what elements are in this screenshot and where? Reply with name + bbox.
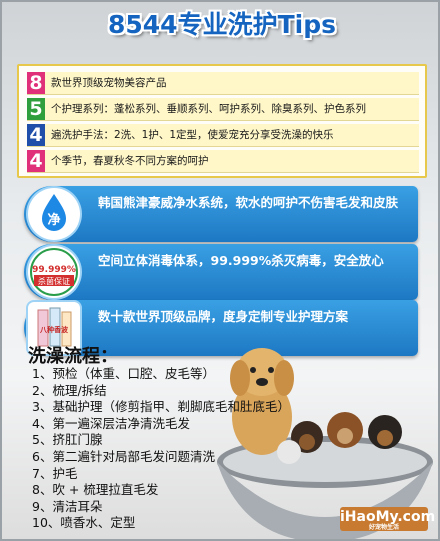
feature-number: 8 (27, 72, 45, 94)
process-step: 1、预检（体重、口腔、皮毛等） (32, 366, 215, 381)
process-step: 10、喷香水、定型 (32, 515, 136, 531)
feature-text: 遍洗护手法：2洗、1护、1定型，使爱宠充分享受洗澡的快乐 (51, 129, 334, 141)
bottles-label: 八种香波 (39, 325, 69, 334)
process-step: 7、护毛 (32, 465, 78, 481)
page-title: 8544专业洗护Tips (108, 10, 336, 39)
badge-percent: 99.999% (32, 265, 76, 275)
process-step: 2、梳理/拆结 (32, 382, 107, 398)
banner-sterilization: 99.999% 杀菌保证 空间立体消毒体系，99.999%杀灭病毒，安全放心 (24, 244, 418, 300)
process-step: 6、第二遍针对局部毛发问题清洗 (32, 448, 215, 464)
feature-number: 4 (27, 150, 45, 172)
watermark-main: iHaoMy.com (340, 509, 436, 525)
feature-row: 5 个护理系列：蓬松系列、垂顺系列、呵护系列、除臭系列、护色系列 (27, 98, 419, 121)
feature-text: 个护理系列：蓬松系列、垂顺系列、呵护系列、除臭系列、护色系列 (51, 103, 366, 115)
process-step: 3、基础护理（修剪指甲、剃脚底毛和肚底毛） (32, 399, 290, 415)
product-bottles-icon: 八种香波 (28, 302, 80, 354)
title-area: 8544专业洗护Tips (82, 8, 362, 42)
feature-number: 5 (27, 98, 45, 120)
badge-sub: 杀菌保证 (38, 276, 70, 286)
feature-row: 8 款世界顶级宠物美容产品 (27, 72, 419, 95)
process-steps: 1、预检（体重、口腔、皮毛等） 2、梳理/拆结 3、基础护理（修剪指甲、剃脚底毛… (32, 366, 332, 532)
sterilize-badge-icon: 99.999% 杀菌保证 (28, 246, 80, 298)
process-title: 洗澡流程： (28, 346, 118, 367)
feature-text: 款世界顶级宠物美容产品 (51, 77, 167, 89)
feature-text: 个季节，春夏秋冬不同方案的呵护 (51, 155, 209, 167)
process-step: 5、挤肛门腺 (32, 432, 103, 448)
process-step: 9、清洁耳朵 (32, 498, 103, 514)
feature-number: 4 (27, 124, 45, 146)
watermark-logo: iHaoMy.com 好宠物生活 (340, 507, 435, 531)
feature-row: 4 遍洗护手法：2洗、1护、1定型，使爱宠充分享受洗澡的快乐 (27, 124, 419, 147)
puppies-icon (277, 412, 402, 464)
banner-brands: 八种香波 数十款世界顶级品牌，度身定制专业护理方案 (24, 300, 418, 356)
water-icon-label: 净 (47, 212, 60, 228)
process-step: 8、吹 + 梳理拉直毛发 (32, 482, 159, 498)
process-step: 4、第一遍深层洁净清洗毛发 (32, 415, 190, 431)
banner-text: 空间立体消毒体系，99.999%杀灭病毒，安全放心 (98, 253, 384, 268)
pets-tub-illustration (217, 348, 433, 539)
banner-text: 数十款世界顶级品牌，度身定制专业护理方案 (98, 309, 349, 324)
features-box: 8 款世界顶级宠物美容产品 5 个护理系列：蓬松系列、垂顺系列、呵护系列、除臭系… (17, 64, 427, 178)
watermark-sub: 好宠物生活 (368, 524, 399, 531)
banner-water-system: 净 韩国熊津豪威净水系统，软水的呵护不伤害毛发和皮肤 (24, 186, 418, 242)
golden-retriever-icon (230, 348, 294, 455)
feature-row: 4 个季节，春夏秋冬不同方案的呵护 (27, 150, 419, 173)
water-drop-icon: 净 (28, 188, 80, 240)
banner-text: 韩国熊津豪威净水系统，软水的呵护不伤害毛发和皮肤 (98, 195, 399, 210)
